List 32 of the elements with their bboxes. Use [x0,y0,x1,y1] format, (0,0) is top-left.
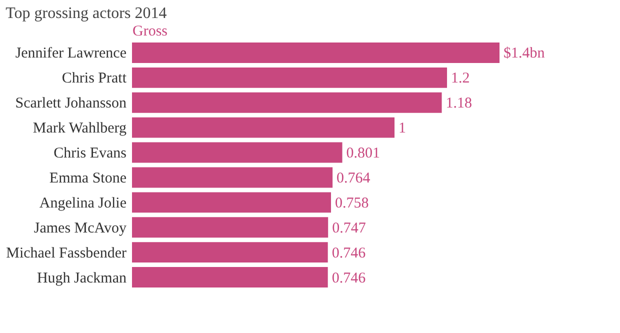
data-label: 1 [398,120,406,137]
data-label: 0.801 [346,146,380,162]
y-tick-label: Jennifer Lawrence [15,46,127,62]
data-label: 0.746 [332,270,366,286]
bar [132,217,328,238]
y-tick-label: Chris Pratt [62,70,128,87]
x-axis-title: Gross [132,24,168,40]
y-tick-label: Michael Fassbender [6,245,126,262]
bar [132,167,333,188]
data-label: 0.747 [332,220,366,236]
bar [132,192,331,213]
data-label: 1.2 [451,70,470,87]
bar [132,242,328,263]
bar [132,142,342,163]
bar [132,92,442,113]
y-tick-label: James McAvoy [34,220,127,236]
bar [132,42,500,63]
data-label: 0.746 [332,245,366,262]
y-tick-label: Angelina Jolie [39,195,127,212]
y-tick-label: Mark Wahlberg [32,120,127,137]
bar [132,267,328,288]
y-tick-label: Scarlett Johansson [15,96,127,112]
bar [132,117,395,138]
data-label: 1.18 [446,96,472,112]
chart-title: Top grossing actors 2014 [6,5,167,22]
y-tick-label: Chris Evans [54,146,127,162]
data-label: 0.764 [336,170,371,186]
data-label: $1.4bn [504,46,546,62]
y-tick-label: Hugh Jackman [36,270,127,286]
bar [132,67,448,88]
data-label: 0.758 [334,195,369,212]
y-tick-label: Emma Stone [49,170,127,186]
